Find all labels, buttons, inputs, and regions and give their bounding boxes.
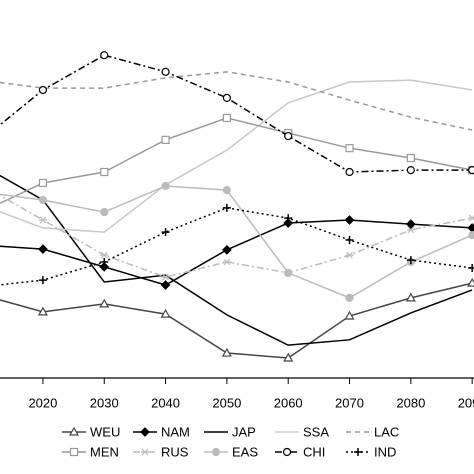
marker [37, 306, 48, 316]
x-tick-label: 2020 [28, 395, 57, 410]
marker [467, 277, 474, 287]
series-line [0, 117, 473, 205]
legend-marker [211, 447, 221, 457]
marker [38, 85, 48, 95]
marker [406, 226, 415, 234]
marker [406, 256, 415, 265]
marker [284, 214, 293, 223]
marker [283, 352, 294, 362]
marker [161, 135, 170, 144]
legend-label: SSA [303, 424, 329, 439]
plot-area [0, 51, 474, 362]
marker [468, 166, 474, 175]
series-line [0, 207, 473, 286]
marker [222, 245, 232, 255]
marker [222, 186, 231, 195]
marker [100, 251, 109, 259]
legend-label: MEN [90, 444, 119, 459]
legend-label: CHI [303, 444, 325, 459]
series-line [0, 71, 473, 131]
marker [345, 144, 354, 153]
x-tick-label: 2050 [212, 395, 241, 410]
marker [222, 203, 231, 212]
marker [100, 51, 109, 60]
marker [345, 293, 354, 302]
x-tick-label: 2080 [396, 395, 425, 410]
series-line [0, 185, 473, 299]
marker [345, 236, 354, 245]
marker [161, 67, 170, 76]
x-tick-label: 2030 [90, 395, 119, 410]
marker [468, 231, 474, 240]
marker [161, 181, 170, 191]
legend-marker [354, 448, 362, 456]
x-tick-label: 2040 [151, 395, 180, 410]
marker [161, 273, 170, 281]
legend-label: LAC [374, 424, 399, 439]
legend-label: NAM [161, 424, 190, 439]
marker [38, 178, 48, 188]
legend-marker [68, 426, 80, 436]
marker [100, 167, 109, 177]
legend-label: IND [374, 444, 396, 459]
legend-label: EAS [232, 444, 258, 459]
series-line [0, 174, 473, 346]
marker [284, 268, 293, 278]
marker [405, 219, 416, 230]
legend-label: RUS [161, 444, 189, 459]
series-line [0, 282, 473, 359]
legend-marker [69, 447, 79, 457]
marker [344, 215, 355, 225]
marker [160, 280, 171, 290]
x-tick-label: 2070 [335, 395, 364, 410]
marker [468, 264, 474, 273]
legend-marker [140, 427, 150, 437]
marker [467, 223, 474, 233]
marker [221, 347, 232, 357]
marker [99, 262, 110, 272]
x-tick-label: 2060 [274, 395, 303, 410]
marker [222, 113, 231, 123]
legend-label: JAP [232, 424, 256, 439]
marker [406, 153, 415, 163]
marker [405, 292, 416, 302]
marker [468, 214, 474, 222]
legend-label: WEU [90, 424, 120, 439]
marker [100, 257, 109, 266]
marker [222, 93, 231, 103]
x-tick-label: 2090 [458, 395, 474, 410]
marker [345, 167, 354, 177]
marker [161, 228, 170, 237]
marker [38, 244, 48, 254]
marker [38, 195, 48, 205]
marker [222, 258, 231, 266]
marker [38, 276, 47, 285]
marker [99, 298, 110, 308]
marker [283, 218, 294, 228]
marker [100, 207, 109, 217]
series-line [0, 79, 473, 233]
marker [38, 216, 47, 224]
legend-marker [282, 447, 292, 457]
marker [406, 166, 415, 175]
series-line [0, 194, 473, 278]
legend-marker [141, 448, 149, 456]
marker [284, 131, 293, 141]
marker [345, 251, 354, 259]
marker [344, 310, 355, 320]
marker [160, 308, 171, 318]
